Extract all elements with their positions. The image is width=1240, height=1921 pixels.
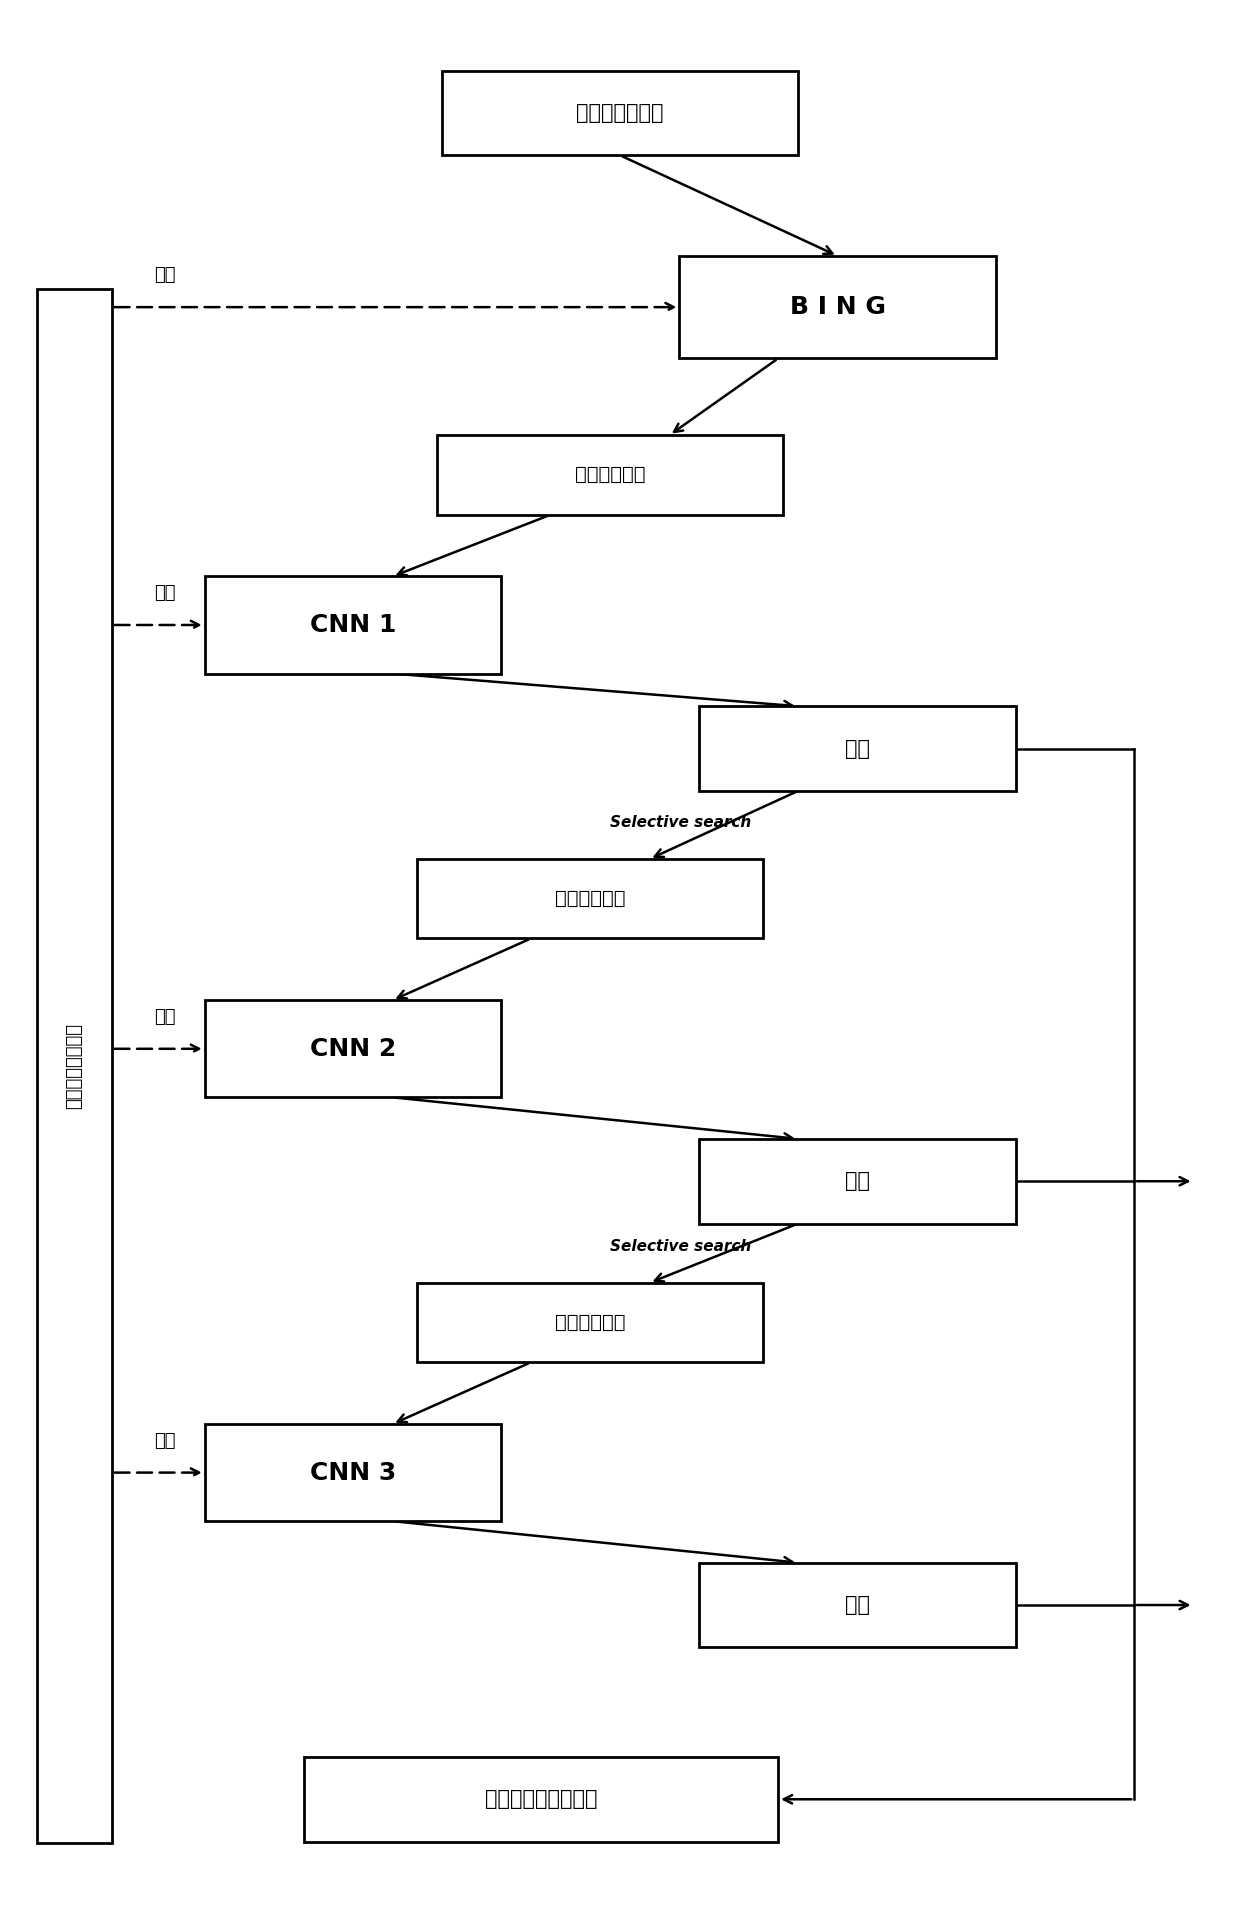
Text: 车体: 车体 — [844, 738, 869, 759]
Bar — [699, 1562, 1016, 1648]
Text: 车辆候选区域: 车辆候选区域 — [575, 465, 645, 484]
Bar — [304, 1758, 779, 1842]
Bar — [205, 576, 501, 674]
Text: 训练: 训练 — [155, 584, 176, 601]
Text: B I N G: B I N G — [790, 296, 885, 319]
Text: 训练: 训练 — [155, 267, 176, 284]
Bar — [205, 1423, 501, 1521]
Bar — [418, 859, 764, 939]
Text: CNN 2: CNN 2 — [310, 1037, 396, 1060]
Text: CNN 1: CNN 1 — [310, 613, 397, 638]
Text: 车牌候选区域: 车牌候选区域 — [556, 889, 626, 909]
Text: 车标: 车标 — [844, 1594, 869, 1616]
Bar — [436, 436, 784, 515]
Text: 车辆信息结构化输出: 车辆信息结构化输出 — [485, 1788, 598, 1810]
Text: Selective search: Selective search — [610, 815, 751, 830]
Text: 训练: 训练 — [155, 1009, 176, 1026]
Text: 车标候选区域: 车标候选区域 — [556, 1312, 626, 1331]
Text: 收集、标注样本集: 收集、标注样本集 — [66, 1024, 83, 1110]
Bar — [699, 1139, 1016, 1224]
Text: 车牌: 车牌 — [844, 1172, 869, 1191]
Text: CNN 3: CNN 3 — [310, 1460, 396, 1485]
Bar — [699, 707, 1016, 791]
Bar — [441, 71, 799, 156]
Bar — [680, 255, 996, 359]
Bar — [418, 1283, 764, 1362]
Bar — [205, 1001, 501, 1097]
Text: 输入待检测图片: 输入待检测图片 — [577, 104, 663, 123]
Text: 训练: 训练 — [155, 1431, 176, 1450]
Bar — [37, 290, 112, 1844]
Text: Selective search: Selective search — [610, 1239, 751, 1254]
